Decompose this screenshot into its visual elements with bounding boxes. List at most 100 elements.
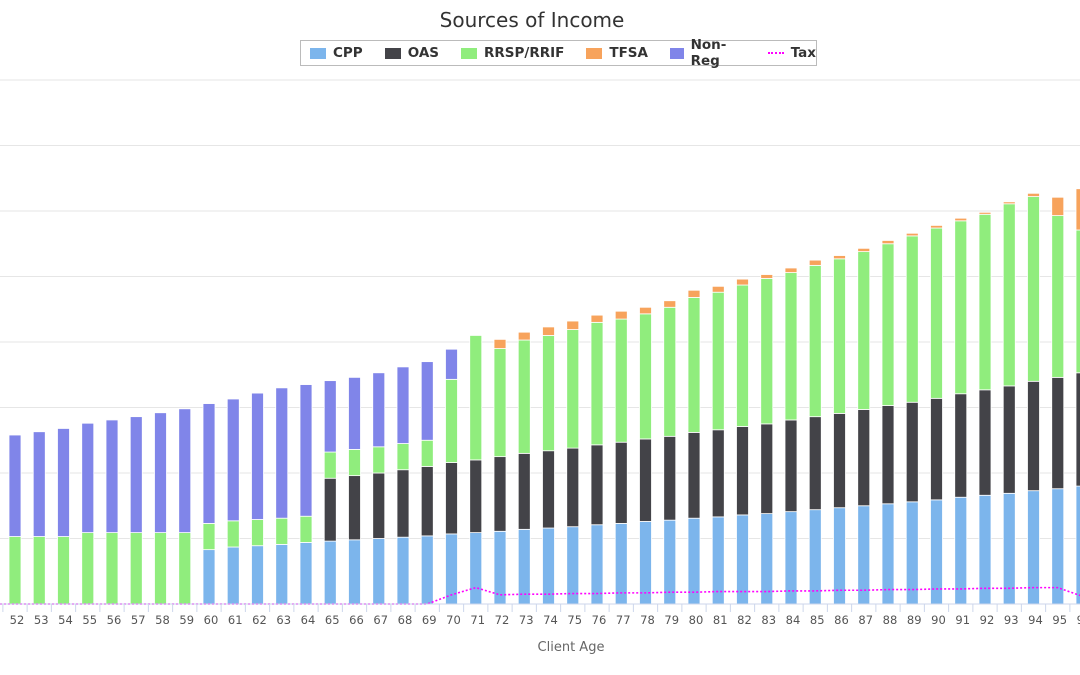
bar-oas-87[interactable] bbox=[857, 409, 871, 507]
bar-oas-83[interactable] bbox=[760, 423, 774, 515]
bar-non-reg-64[interactable] bbox=[299, 384, 313, 517]
bar-oas-92[interactable] bbox=[978, 389, 992, 496]
bar-tfsa-82[interactable] bbox=[736, 278, 749, 286]
bar-oas-65[interactable] bbox=[323, 477, 337, 542]
bar-oas-81[interactable] bbox=[711, 429, 725, 518]
bar-non-reg-60[interactable] bbox=[202, 403, 216, 524]
bar-rrsp-rrif-74[interactable] bbox=[542, 335, 555, 452]
bar-non-reg-66[interactable] bbox=[348, 376, 361, 450]
bar-tfsa-72[interactable] bbox=[493, 338, 507, 349]
bar-cpp-80[interactable] bbox=[687, 517, 701, 605]
bar-rrsp-rrif-57[interactable] bbox=[129, 532, 143, 605]
bar-rrsp-rrif-64[interactable] bbox=[299, 515, 313, 543]
bar-tfsa-89[interactable] bbox=[905, 232, 919, 237]
bar-non-reg-56[interactable] bbox=[105, 419, 119, 534]
bar-rrsp-rrif-82[interactable] bbox=[736, 284, 749, 427]
legend-item-cpp[interactable]: CPP bbox=[310, 45, 363, 61]
bar-rrsp-rrif-94[interactable] bbox=[1027, 196, 1040, 382]
bar-rrsp-rrif-86[interactable] bbox=[833, 258, 846, 414]
legend-item-tfsa[interactable]: TFSA bbox=[586, 45, 648, 61]
bar-cpp-68[interactable] bbox=[396, 536, 410, 605]
bar-tfsa-80[interactable] bbox=[687, 289, 701, 298]
bar-rrsp-rrif-62[interactable] bbox=[251, 519, 264, 547]
bar-rrsp-rrif-58[interactable] bbox=[154, 532, 167, 605]
bar-oas-76[interactable] bbox=[590, 444, 604, 526]
bar-non-reg-68[interactable] bbox=[396, 366, 410, 444]
bar-cpp-62[interactable] bbox=[251, 545, 264, 605]
bar-rrsp-rrif-66[interactable] bbox=[348, 449, 361, 477]
bar-cpp-83[interactable] bbox=[760, 513, 774, 605]
bar-oas-80[interactable] bbox=[687, 431, 701, 519]
bar-rrsp-rrif-87[interactable] bbox=[857, 251, 871, 410]
bar-cpp-73[interactable] bbox=[517, 528, 531, 605]
bar-rrsp-rrif-68[interactable] bbox=[396, 443, 410, 471]
bar-oas-68[interactable] bbox=[396, 469, 410, 538]
bar-rrsp-rrif-75[interactable] bbox=[566, 329, 580, 449]
bar-oas-84[interactable] bbox=[784, 419, 798, 513]
bar-oas-70[interactable] bbox=[445, 462, 458, 535]
bar-oas-73[interactable] bbox=[517, 452, 531, 530]
bar-tfsa-81[interactable] bbox=[711, 285, 725, 293]
bar-rrsp-rrif-76[interactable] bbox=[590, 321, 604, 446]
bar-cpp-96[interactable] bbox=[1075, 485, 1080, 605]
bar-non-reg-52[interactable] bbox=[8, 434, 22, 537]
legend-item-non-reg[interactable]: Non-Reg bbox=[669, 37, 746, 69]
bar-oas-67[interactable] bbox=[372, 472, 386, 539]
bar-rrsp-rrif-53[interactable] bbox=[32, 536, 46, 605]
bar-non-reg-63[interactable] bbox=[275, 387, 289, 519]
bar-tfsa-96[interactable] bbox=[1075, 188, 1080, 231]
bar-tfsa-87[interactable] bbox=[857, 247, 871, 253]
bar-tfsa-94[interactable] bbox=[1027, 192, 1040, 197]
bar-oas-90[interactable] bbox=[930, 397, 943, 501]
bar-oas-89[interactable] bbox=[905, 401, 919, 503]
bar-oas-94[interactable] bbox=[1027, 380, 1040, 492]
bar-tfsa-88[interactable] bbox=[881, 240, 895, 245]
bar-tfsa-92[interactable] bbox=[978, 211, 992, 215]
bar-non-reg-54[interactable] bbox=[57, 428, 70, 537]
bar-cpp-75[interactable] bbox=[566, 526, 580, 605]
bar-rrsp-rrif-90[interactable] bbox=[930, 227, 943, 399]
bar-cpp-63[interactable] bbox=[275, 543, 289, 605]
bar-cpp-64[interactable] bbox=[299, 542, 313, 605]
bar-rrsp-rrif-69[interactable] bbox=[420, 439, 434, 467]
bar-cpp-89[interactable] bbox=[905, 501, 919, 605]
bar-oas-85[interactable] bbox=[808, 416, 822, 511]
bar-tfsa-79[interactable] bbox=[663, 300, 677, 308]
bar-rrsp-rrif-96[interactable] bbox=[1075, 229, 1080, 374]
bar-rrsp-rrif-67[interactable] bbox=[372, 446, 386, 474]
bar-tfsa-85[interactable] bbox=[808, 259, 822, 266]
bar-tfsa-93[interactable] bbox=[1002, 201, 1016, 205]
bar-rrsp-rrif-89[interactable] bbox=[905, 235, 919, 403]
bar-cpp-85[interactable] bbox=[808, 509, 822, 605]
bar-cpp-78[interactable] bbox=[639, 521, 652, 605]
bar-tfsa-76[interactable] bbox=[590, 314, 604, 323]
bar-oas-91[interactable] bbox=[954, 393, 968, 498]
bar-oas-95[interactable] bbox=[1051, 376, 1065, 490]
bar-rrsp-rrif-92[interactable] bbox=[978, 213, 992, 391]
bar-rrsp-rrif-65[interactable] bbox=[323, 451, 337, 479]
bar-rrsp-rrif-83[interactable] bbox=[760, 278, 774, 425]
bar-non-reg-53[interactable] bbox=[32, 431, 46, 537]
bar-non-reg-58[interactable] bbox=[154, 412, 167, 534]
bar-tfsa-90[interactable] bbox=[930, 225, 943, 229]
bar-rrsp-rrif-77[interactable] bbox=[614, 318, 628, 443]
bar-rrsp-rrif-54[interactable] bbox=[57, 536, 70, 605]
bar-rrsp-rrif-84[interactable] bbox=[784, 272, 798, 421]
bar-rrsp-rrif-93[interactable] bbox=[1002, 203, 1016, 387]
bar-cpp-76[interactable] bbox=[590, 524, 604, 605]
bar-tfsa-73[interactable] bbox=[517, 331, 531, 341]
bar-cpp-82[interactable] bbox=[736, 514, 749, 605]
bar-non-reg-69[interactable] bbox=[420, 361, 434, 441]
bar-oas-82[interactable] bbox=[736, 426, 749, 516]
bar-tfsa-77[interactable] bbox=[614, 310, 628, 320]
legend-item-tax[interactable]: Tax bbox=[767, 45, 816, 61]
bar-rrsp-rrif-72[interactable] bbox=[493, 348, 507, 458]
bar-cpp-74[interactable] bbox=[542, 527, 555, 605]
bar-tfsa-91[interactable] bbox=[954, 217, 968, 222]
bar-rrsp-rrif-52[interactable] bbox=[8, 536, 22, 605]
bar-rrsp-rrif-78[interactable] bbox=[639, 313, 652, 440]
bar-oas-69[interactable] bbox=[420, 466, 434, 537]
bar-cpp-61[interactable] bbox=[226, 546, 240, 605]
bar-non-reg-67[interactable] bbox=[372, 372, 386, 448]
bar-oas-77[interactable] bbox=[614, 441, 628, 524]
